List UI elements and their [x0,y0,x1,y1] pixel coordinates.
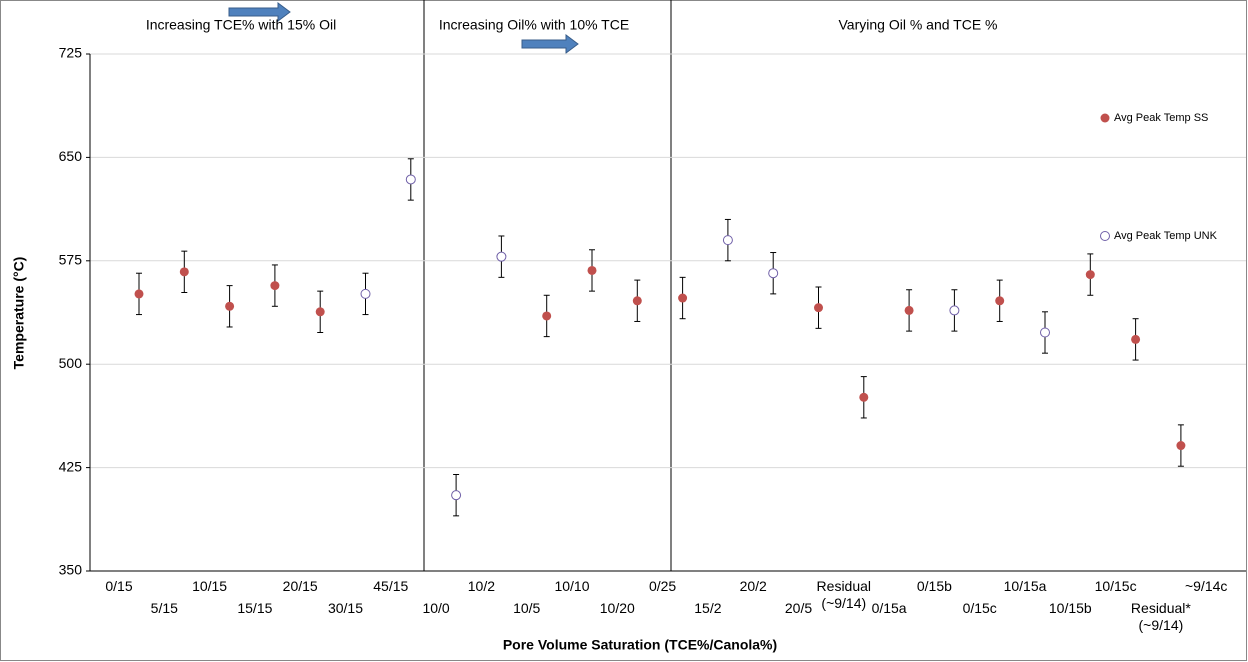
point [542,311,552,321]
point [225,301,235,311]
legend-marker [1100,231,1110,241]
y-axis-title: Temperature (°C) [11,257,27,370]
x-tick-label: Residual* (~9/14) [1130,600,1191,633]
annotation: Increasing TCE% with 15% Oil [146,17,336,33]
x-tick-label: 0/15c [962,600,997,616]
point [315,307,325,317]
x-tick-label: 10/15b [1048,600,1092,616]
point [1040,327,1050,338]
point [134,289,144,299]
point [1085,270,1095,280]
point [496,251,507,262]
x-tick-label: ~9/14c [1184,578,1228,594]
x-tick-label: 10/15a [1003,578,1047,594]
point [949,305,960,316]
arrow [228,2,291,22]
y-tick-label: 350 [59,562,83,578]
x-axis-title: Pore Volume Saturation (TCE%/Canola%) [503,637,777,653]
point [1131,334,1141,344]
point [678,293,688,303]
x-tick-label: 15/15 [237,600,273,616]
y-tick-label: 725 [59,45,83,61]
x-tick-label: 20/2 [739,578,767,594]
x-tick-label: 10/10 [554,578,590,594]
y-tick-label: 425 [59,458,83,474]
point [814,303,823,313]
point [995,296,1005,306]
x-tick-label: 10/15 [192,578,228,594]
x-tick-label: 20/15 [282,578,318,594]
arrow [521,34,579,54]
legend-label: Avg Peak Temp UNK [1114,230,1218,242]
x-tick-label: Residual (~9/14) [816,578,872,611]
point [722,235,733,246]
legend-marker [1100,113,1110,123]
x-tick-label: 0/15b [916,578,952,594]
point [632,296,642,306]
x-tick-label: 0/25 [648,578,677,594]
x-tick-label: 30/15 [327,600,364,616]
x-tick-label: 10/0 [422,600,450,616]
point [768,268,779,279]
y-tick-label: 500 [59,355,83,371]
point [270,281,280,291]
y-tick-label: 650 [59,148,83,164]
x-tick-label: 15/2 [694,600,722,616]
point [587,265,597,275]
point [360,288,371,299]
x-tick-label: 10/15c [1094,578,1137,594]
x-tick-label: 45/15 [373,578,409,594]
x-tick-label: 10/2 [467,578,496,594]
point [1176,441,1186,451]
x-tick-label: 10/5 [513,600,541,616]
annotation: Varying Oil % and TCE % [839,17,998,33]
x-tick-label: 0/15a [871,600,907,616]
x-tick-label: 0/15 [105,578,133,594]
y-tick-label: 575 [59,252,83,268]
point [904,305,914,315]
point [859,392,869,402]
point [179,267,189,277]
x-tick-label: 5/15 [150,600,178,616]
annotation: Increasing Oil% with 10% TCE [439,17,629,33]
legend-label: Avg Peak Temp SS [1114,112,1208,124]
point [405,174,416,185]
x-tick-label: 20/5 [784,600,813,616]
point [451,490,462,501]
x-tick-label: 10/20 [599,600,635,616]
